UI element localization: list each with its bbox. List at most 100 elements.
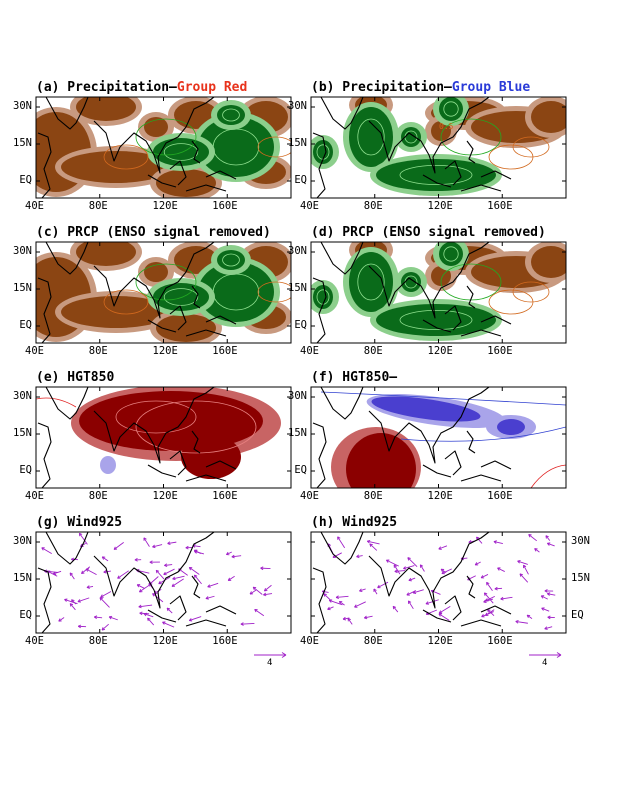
wind-vector	[480, 574, 489, 579]
lon-label-80E: 80E	[363, 635, 383, 647]
lat-label-15N: 15N	[288, 137, 307, 149]
wind-vector	[545, 535, 551, 541]
wind-vector	[547, 542, 555, 547]
lat-label-15N: 15N	[13, 572, 32, 584]
wind-vector	[85, 568, 97, 576]
hgt-positive-dark	[346, 433, 416, 488]
panel-h-title: (h) Wind925	[311, 515, 398, 530]
wet-anomaly-dark	[376, 304, 496, 336]
wind-vector	[441, 568, 452, 574]
lat-label-EQ: EQ	[294, 174, 307, 186]
panel-a-map	[36, 97, 291, 198]
wet-anomaly-dark	[439, 97, 463, 121]
wet-anomaly-dark	[198, 117, 274, 177]
wet-anomaly-dark	[217, 250, 245, 270]
wind-vector	[528, 534, 537, 542]
wet-contour	[222, 108, 240, 122]
dry-anomaly-dark	[61, 296, 171, 328]
wind-vector	[194, 549, 202, 554]
wet-anomaly-dark	[401, 272, 421, 292]
wind-vector	[544, 626, 553, 630]
lon-label-80E: 80E	[363, 490, 383, 502]
wind-vector	[373, 588, 378, 595]
wind-vector	[347, 618, 353, 625]
panel-g-title: (g) Wind925	[36, 515, 123, 530]
wind-vector	[493, 541, 503, 544]
wind-vector	[249, 589, 257, 595]
wind-vector	[99, 597, 110, 608]
panel-e-title: (e) HGT850	[36, 370, 115, 385]
lon-label-80E: 80E	[88, 200, 108, 212]
wind-vector	[500, 596, 513, 600]
wind-vector	[100, 591, 112, 598]
wind-vector	[438, 606, 451, 614]
lat-label-15N: 15N	[571, 572, 590, 584]
dry-anomaly-dark	[61, 151, 171, 183]
wind-vector	[136, 584, 145, 589]
dry-anomaly-dark	[76, 242, 136, 266]
wet-anomaly-dark	[349, 252, 393, 312]
lon-label-120E: 120E	[152, 490, 178, 502]
wind-vector	[403, 565, 415, 570]
coastline	[37, 387, 237, 488]
wind-vector	[79, 532, 88, 545]
hgt-contour	[115, 400, 197, 434]
wind-vector	[69, 603, 76, 611]
coastline	[312, 97, 512, 198]
dry-contour	[257, 281, 291, 303]
wind-vector	[86, 585, 94, 588]
wind-vector	[117, 570, 129, 579]
dry-contour	[257, 136, 291, 158]
wind-vector	[419, 564, 425, 572]
panel-c-map	[36, 242, 291, 343]
wind-vector	[339, 601, 345, 606]
coastline	[312, 387, 512, 488]
panel-a-title: (a) Precipitation—Group Red	[36, 80, 248, 95]
wind-vector	[541, 607, 550, 612]
panel-h-map	[312, 532, 556, 633]
lon-label-160E: 160E	[212, 635, 238, 647]
dry-contour	[103, 144, 149, 170]
wind-vector	[408, 600, 414, 610]
wind-vector	[406, 590, 417, 596]
lon-label-40E: 40E	[300, 635, 319, 647]
lon-label-40E: 40E	[25, 345, 44, 357]
dry-anomaly-dark	[76, 97, 136, 121]
wet-anomaly-dark	[376, 159, 496, 191]
wind-vector	[152, 544, 163, 548]
wind-vector	[41, 547, 52, 554]
wind-vector	[359, 588, 366, 592]
wind-vector	[152, 593, 164, 603]
wind-vector	[64, 598, 78, 605]
wind-vector	[519, 573, 529, 583]
lon-label-120E: 120E	[427, 635, 453, 647]
lat-label-15N: 15N	[13, 137, 32, 149]
lat-label-EQ: EQ	[571, 609, 584, 621]
lat-label-30N: 30N	[571, 535, 590, 547]
wet-anomaly-dark	[349, 107, 393, 167]
wind-vector	[231, 555, 242, 558]
wind-vector	[425, 609, 438, 615]
hgt-negative-light	[100, 456, 116, 474]
wind-vector	[523, 564, 529, 575]
lat-label-EQ: EQ	[294, 319, 307, 331]
lon-label-120E: 120E	[152, 345, 178, 357]
panel-d-map	[311, 242, 566, 343]
dry-contour	[512, 136, 550, 158]
wind-vector	[336, 595, 349, 598]
lat-label-EQ: EQ	[19, 464, 32, 476]
lon-label-120E: 120E	[427, 490, 453, 502]
lat-label-15N: 15N	[288, 282, 307, 294]
wind-vector	[369, 543, 378, 551]
lat-label-EQ: EQ	[19, 319, 32, 331]
wind-vector	[254, 609, 265, 617]
lon-label-160E: 160E	[487, 345, 513, 357]
coastline	[37, 242, 237, 343]
wet-contour	[357, 263, 385, 301]
wind-vector	[497, 567, 505, 572]
lon-label-160E: 160E	[212, 345, 238, 357]
wet-contour	[222, 253, 240, 267]
panel-f-map	[312, 387, 566, 488]
lat-label-15N: 15N	[13, 427, 32, 439]
